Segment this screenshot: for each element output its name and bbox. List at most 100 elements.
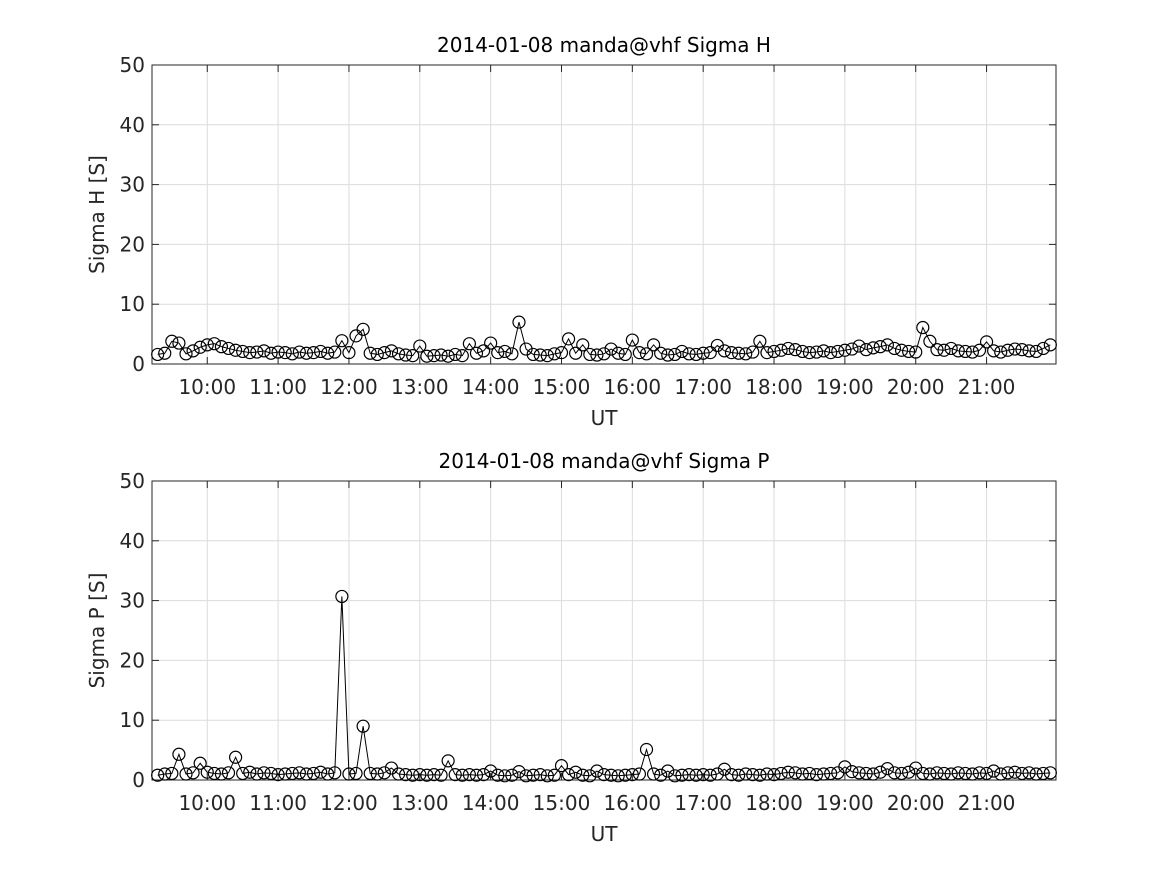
y-tick-label: 30 <box>120 173 145 197</box>
y-tick-label: 40 <box>120 113 145 137</box>
axes-box <box>151 480 1057 781</box>
data-point <box>221 341 236 356</box>
data-point <box>781 765 795 779</box>
data-point <box>604 768 618 782</box>
data-point <box>802 346 817 360</box>
data-point <box>172 747 186 761</box>
data-point <box>618 347 632 362</box>
data-point <box>427 768 441 782</box>
data-point <box>987 764 1001 778</box>
x-tick-label: 18:00 <box>745 375 803 399</box>
data-point <box>384 344 399 358</box>
data-point <box>228 750 243 764</box>
x-tick-label: 16:00 <box>604 375 662 399</box>
data-point <box>979 335 994 349</box>
data-point <box>1022 766 1036 780</box>
data-point <box>207 337 221 351</box>
data-point <box>625 333 639 347</box>
y-tick-label: 10 <box>120 708 145 732</box>
data-point <box>335 334 349 348</box>
data-point <box>583 769 597 783</box>
data-point <box>285 766 299 781</box>
y-tick-label: 10 <box>120 292 145 316</box>
data-point <box>838 343 852 357</box>
data-point <box>824 766 838 781</box>
data-point <box>632 346 647 360</box>
x-tick-label: 21:00 <box>958 375 1016 399</box>
data-point <box>994 767 1008 781</box>
data-point <box>569 346 583 360</box>
data-point <box>158 767 172 781</box>
data-point <box>583 347 597 362</box>
y-tick-label: 0 <box>132 352 145 376</box>
y-tick-label: 50 <box>120 53 145 77</box>
data-point <box>923 767 937 781</box>
data-point <box>448 347 462 362</box>
data-point <box>370 767 384 781</box>
data-point <box>399 768 413 782</box>
data-point <box>774 343 788 357</box>
data-point <box>399 348 413 362</box>
data-point <box>831 344 845 359</box>
series-line <box>157 322 1051 357</box>
data-point <box>809 768 824 782</box>
data-point <box>604 342 618 356</box>
data-point <box>916 766 930 781</box>
data-point <box>746 768 760 782</box>
data-point <box>760 346 774 360</box>
series-line <box>157 596 1051 777</box>
data-point <box>703 768 717 782</box>
data-point <box>314 344 328 359</box>
data-point <box>448 768 462 782</box>
x-tick-label: 10:00 <box>178 791 236 815</box>
data-point <box>611 769 625 783</box>
x-tick-label: 19:00 <box>816 791 874 815</box>
data-point <box>498 769 512 783</box>
data-point <box>441 754 455 768</box>
data-point <box>406 768 420 782</box>
data-point <box>887 341 902 356</box>
x-tick-label: 13:00 <box>391 375 449 399</box>
data-point <box>739 347 753 361</box>
data-point <box>533 768 547 782</box>
data-point <box>710 767 724 781</box>
data-point <box>717 344 732 358</box>
x-tick-label: 15:00 <box>533 375 591 399</box>
data-point <box>484 336 498 350</box>
data-point <box>732 768 746 782</box>
data-point <box>377 346 391 360</box>
data-point <box>172 336 186 350</box>
x-tick-label: 17:00 <box>674 375 732 399</box>
x-tick-label: 17:00 <box>674 791 732 815</box>
data-point <box>179 347 193 361</box>
data-point <box>186 344 200 358</box>
data-point <box>1036 341 1050 356</box>
data-point <box>1008 342 1022 356</box>
x-tick-label: 18:00 <box>745 791 803 815</box>
data-point <box>902 344 916 359</box>
data-point <box>179 767 193 781</box>
data-point <box>526 768 540 782</box>
data-point <box>328 345 342 359</box>
data-point <box>930 343 944 357</box>
data-point <box>413 339 427 353</box>
data-point <box>193 340 207 354</box>
data-point <box>987 344 1001 358</box>
data-point <box>342 346 356 360</box>
data-point <box>569 765 583 779</box>
y-tick-label: 50 <box>120 469 145 493</box>
data-point <box>746 345 760 359</box>
data-point <box>462 337 476 351</box>
data-point <box>739 767 753 781</box>
data-point <box>221 766 236 780</box>
data-point <box>788 766 802 780</box>
data-point <box>151 768 165 782</box>
data-point <box>441 349 455 363</box>
data-point <box>547 768 562 782</box>
data-point <box>937 766 951 781</box>
data-point <box>476 344 491 358</box>
data-point <box>356 322 370 336</box>
data-point <box>696 768 710 782</box>
x-tick-label: 12:00 <box>320 375 378 399</box>
data-point <box>1015 343 1029 357</box>
